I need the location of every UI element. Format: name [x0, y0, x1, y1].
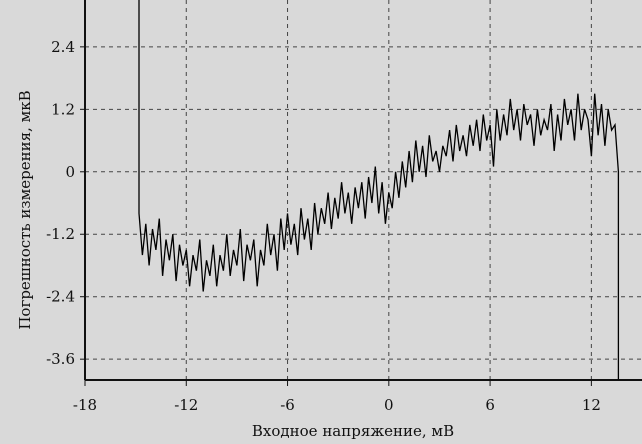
axis-layer — [84, 0, 642, 381]
series-line — [138, 0, 620, 380]
x-tick-label: 0 — [384, 396, 394, 414]
data-layer — [138, 0, 620, 380]
y-axis-title: Погрешность измерения, мкВ — [16, 90, 34, 329]
y-tick-label: -1.2 — [46, 225, 75, 243]
x-tick-label: -6 — [280, 396, 295, 414]
x-tick-label: -18 — [73, 396, 97, 414]
y-tick-label: -2.4 — [46, 288, 75, 306]
x-tick-label: 6 — [485, 396, 495, 414]
x-axis-title: Входное напряжение, мВ — [252, 422, 454, 440]
y-tick-label: 0 — [65, 163, 75, 181]
tick-label-layer: -18 -12 -6 0 6 12 2.4 1.2 0 -1.2 -2.4 -3.6 — [46, 38, 601, 414]
y-tick-label: 1.2 — [51, 100, 75, 118]
x-tick-label: -12 — [174, 396, 198, 414]
y-tick-label: 2.4 — [51, 38, 75, 56]
grid-layer — [85, 0, 642, 380]
x-tick-label: 12 — [582, 396, 601, 414]
y-tick-label: -3.6 — [46, 350, 75, 368]
